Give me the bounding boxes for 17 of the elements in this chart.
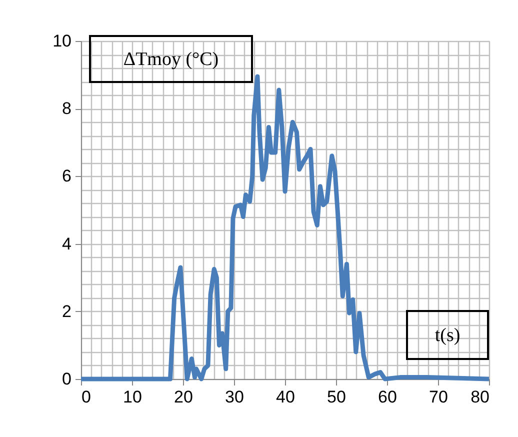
x-tick-label: 20	[174, 388, 193, 406]
y-tick-label: 8	[62, 99, 72, 118]
x-tick-label: 40	[276, 388, 295, 406]
x-tick-label: 0	[82, 388, 91, 406]
y-tick-label: 2	[62, 302, 72, 321]
y-tick-label: 4	[62, 234, 72, 254]
x-tick-label: 70	[429, 388, 448, 406]
x-tick-label: 60	[378, 388, 397, 406]
y-tick-label: 10	[52, 32, 72, 50]
x-tick-label: 30	[225, 388, 244, 406]
y-tick-label: 6	[62, 166, 72, 186]
y-tick-label: 0	[62, 370, 72, 388]
x-tick-label: 10	[123, 388, 142, 406]
y-axis-title: ΔTmoy (°C)	[123, 49, 219, 70]
x-tick-label: 50	[327, 388, 346, 406]
x-tick-label: 80	[470, 388, 490, 406]
x-axis-title: t(s)	[434, 325, 460, 346]
